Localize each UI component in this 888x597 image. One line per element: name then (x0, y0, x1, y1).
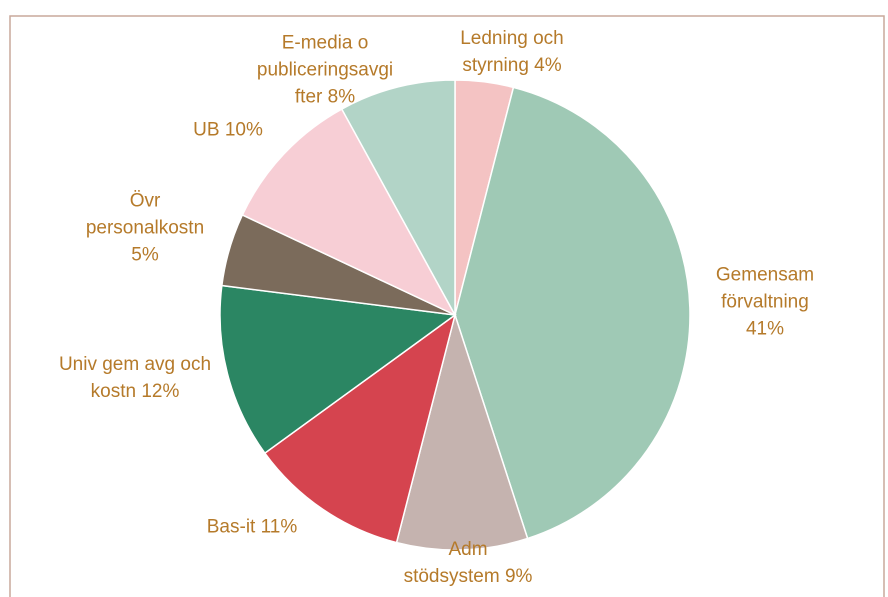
category-name: Ledning och styrning (460, 28, 564, 76)
slice-label: Bas-it 11% (182, 514, 322, 541)
pie-slice (395, 312, 529, 551)
pie-slice (340, 79, 456, 316)
slice-label: UB 10% (168, 117, 288, 144)
category-name: Bas-it (206, 516, 256, 538)
frame (9, 15, 885, 597)
pie-slice (263, 313, 457, 544)
value-label: 5% (131, 244, 159, 266)
slice-label: Univ gem avg och kostn 12% (50, 351, 220, 405)
value-label: 8% (327, 86, 356, 108)
category-name: Gemensam förvaltning (715, 264, 815, 313)
slice-label: Gemensam förvaltning 41% (700, 262, 830, 343)
pie-slice (241, 108, 457, 317)
category-name: Adm stödsystem (403, 539, 500, 587)
value-label: 10% (224, 119, 263, 141)
value-label: 41% (745, 318, 785, 340)
category-name: Övr personalkostn (85, 190, 205, 239)
value-label: 12% (141, 381, 180, 402)
slice-label: Adm stödsystem 9% (398, 536, 538, 590)
value-label: 9% (504, 566, 533, 587)
pie-slice (219, 284, 457, 455)
pie-slice (454, 86, 691, 540)
value-label: 4% (534, 55, 562, 76)
category-name: E-media o publiceringsavgifter (256, 32, 394, 108)
slice-label: Ledning och styrning 4% (437, 25, 587, 79)
category-name: Univ gem avg och kostn (58, 354, 212, 402)
slice-label: E-media o publiceringsavgifter 8% (255, 30, 395, 111)
slice-label: Övr personalkostn 5% (75, 188, 215, 269)
category-name: UB (193, 119, 220, 141)
value-label: 11% (260, 516, 298, 538)
